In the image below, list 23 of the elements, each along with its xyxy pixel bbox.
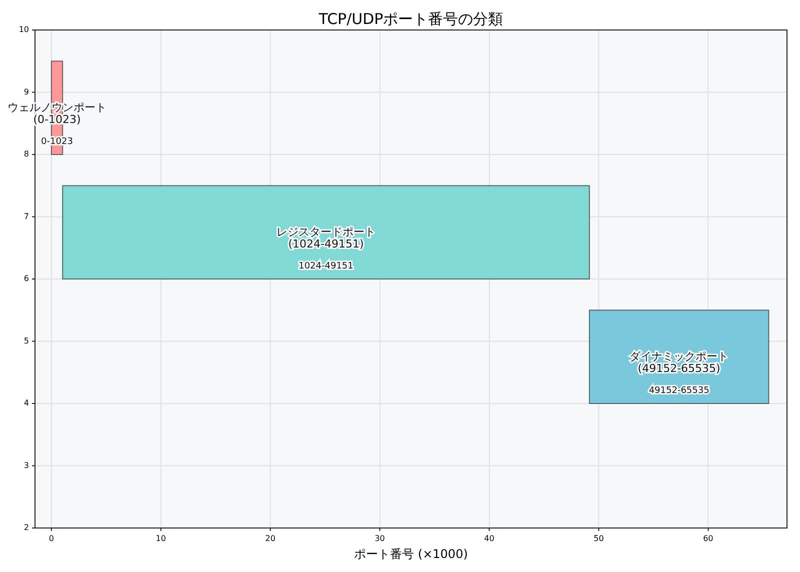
annotation: 49152-65535 <box>648 386 710 397</box>
y-tick-label: 7 <box>24 212 29 221</box>
y-tick-label: 10 <box>18 25 29 34</box>
annotation: レジスタードポート (1024-49151) <box>276 225 376 251</box>
x-axis-title: ポート番号 (×1000) <box>354 547 468 561</box>
chart-title: TCP/UDPポート番号の分類 <box>318 10 504 28</box>
x-tick-label: 60 <box>703 534 714 543</box>
x-tick-label: 10 <box>156 534 166 543</box>
bar <box>62 185 590 280</box>
y-tick-label: 4 <box>24 398 29 408</box>
x-tick-label: 40 <box>484 534 494 543</box>
y-tick-label: 9 <box>24 87 29 96</box>
x-tick-label: 20 <box>265 534 276 543</box>
x-tick-label: 50 <box>594 534 604 543</box>
y-tick-label: 8 <box>24 150 29 159</box>
x-tick-label: 0 <box>48 534 54 543</box>
y-tick-label: 2 <box>24 523 29 532</box>
y-tick-label: 3 <box>24 460 29 470</box>
y-tick-label: 6 <box>24 274 29 284</box>
y-tick-label: 5 <box>24 336 29 346</box>
annotation: ダイナミックポート (49152-65535) <box>630 350 729 376</box>
annotation: 1024-49151 <box>298 262 354 272</box>
x-tick-label: 30 <box>374 534 385 543</box>
